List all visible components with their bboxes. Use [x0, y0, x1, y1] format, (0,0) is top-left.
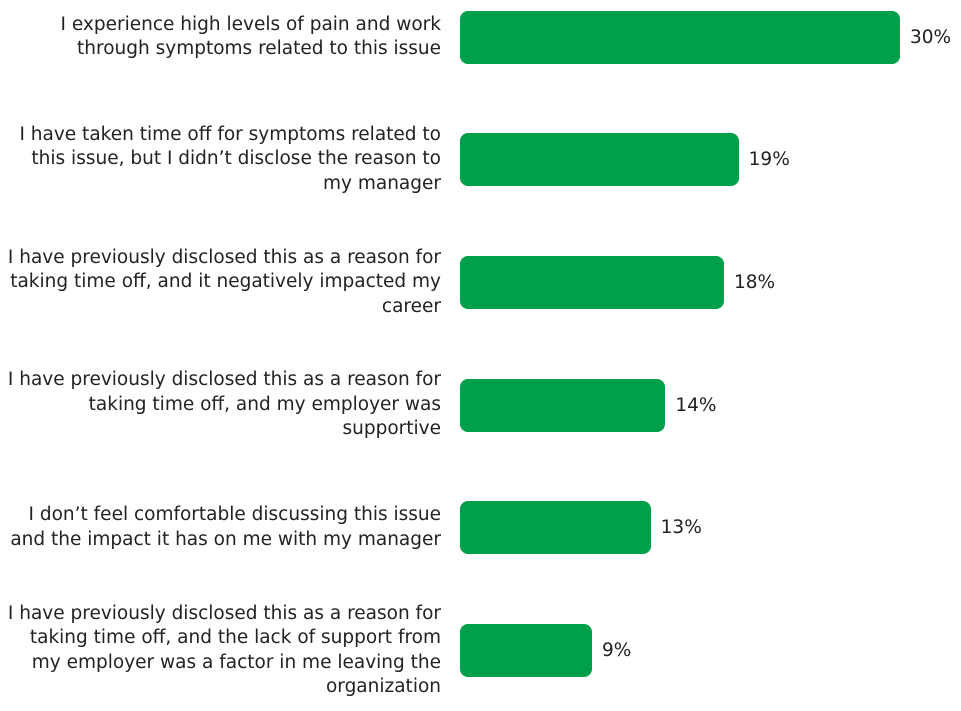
value-label: 9% — [602, 640, 632, 661]
category-label: I experience high levels of pain and wor… — [60, 13, 441, 60]
category-label: I have taken time off for symptoms relat… — [19, 123, 441, 194]
bar-row: I have previously disclosed this as a re… — [0, 591, 961, 711]
bar-row: I have previously disclosed this as a re… — [0, 345, 961, 465]
bar-row: I have taken time off for symptoms relat… — [0, 100, 961, 220]
bar — [460, 501, 651, 555]
bar — [460, 133, 739, 187]
bar — [460, 378, 666, 432]
category-label: I don’t feel comfortable discussing this… — [10, 504, 441, 550]
bar — [460, 255, 724, 309]
value-label: 13% — [660, 517, 702, 539]
bar — [460, 10, 900, 64]
category-label: I have previously disclosed this as a re… — [7, 246, 441, 317]
bar — [460, 624, 592, 677]
category-label: I have previously disclosed this as a re… — [7, 602, 441, 698]
value-label: 19% — [748, 149, 790, 171]
value-label: 14% — [675, 394, 717, 416]
category-label: I have previously disclosed this as a re… — [7, 369, 441, 440]
bar-row: I experience high levels of pain and wor… — [0, 0, 961, 97]
bar-row: I don’t feel comfortable discussing this… — [0, 468, 961, 588]
value-label: 30% — [910, 26, 952, 48]
bar-row: I have previously disclosed this as a re… — [0, 222, 961, 342]
value-label: 18% — [734, 271, 776, 293]
